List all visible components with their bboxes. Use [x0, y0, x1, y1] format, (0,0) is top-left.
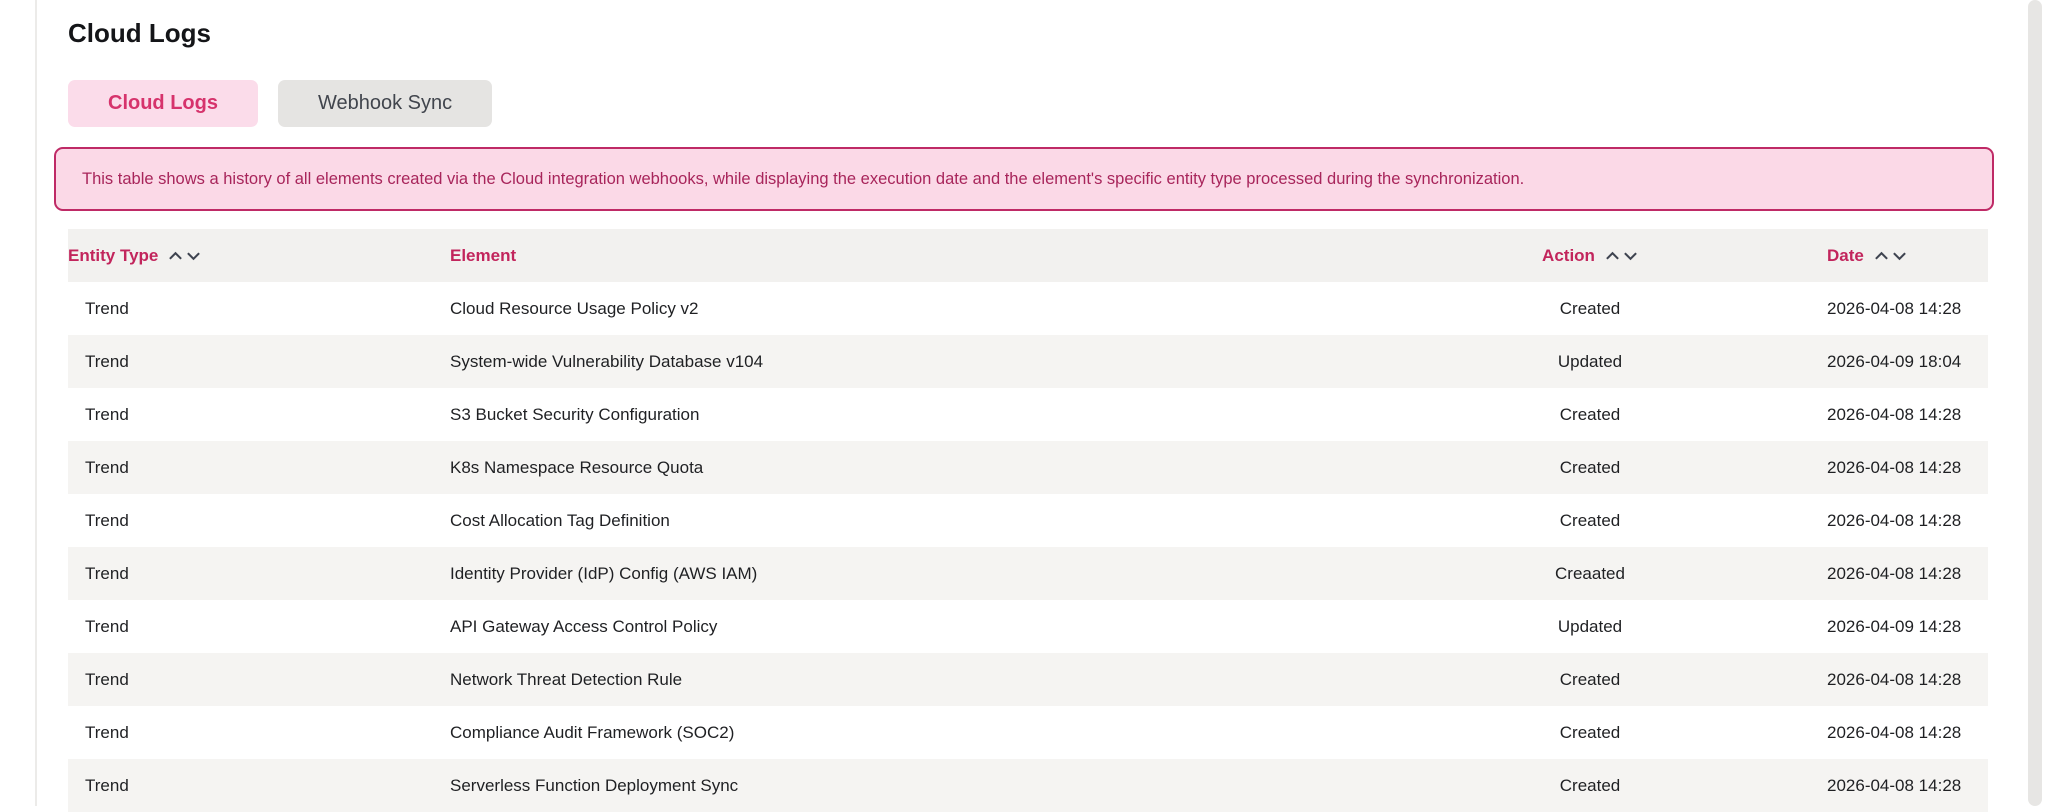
main-content: Cloud Logs Cloud Logs Webhook Sync This …: [54, 0, 1994, 812]
chevron-up-icon: [1874, 251, 1889, 261]
column-header-element-label: Element: [450, 245, 517, 265]
column-header-element: Element: [450, 229, 1450, 282]
cell-element: Cost Allocation Tag Definition: [450, 510, 670, 530]
cell-date: 2026-04-08 14:28: [1827, 563, 1962, 583]
cell-element: Identity Provider (IdP) Config (AWS IAM): [450, 563, 758, 583]
table-row: Trend Compliance Audit Framework (SOC2) …: [68, 706, 1988, 759]
page-title: Cloud Logs: [68, 18, 211, 48]
cloud-logs-table: Entity Type Element Action: [68, 229, 1988, 812]
cell-element: Compliance Audit Framework (SOC2): [450, 722, 735, 742]
tab-cloud-logs[interactable]: Cloud Logs: [68, 80, 258, 127]
cell-element: S3 Bucket Security Configuration: [450, 404, 700, 424]
cell-date: 2026-04-08 14:28: [1827, 457, 1962, 477]
cell-date: 2026-04-08 14:28: [1827, 669, 1962, 689]
table-row: Trend API Gateway Access Control Policy …: [68, 600, 1988, 653]
cell-action: Created: [1559, 722, 1621, 742]
cell-action: Created: [1559, 298, 1621, 318]
cell-element: Serverless Function Deployment Sync: [450, 775, 739, 795]
tab-webhook-sync[interactable]: Webhook Sync: [277, 80, 493, 127]
chevron-up-icon: [1605, 251, 1620, 261]
column-header-action-label: Action: [1542, 245, 1595, 265]
table-row: Trend S3 Bucket Security Configuration C…: [68, 388, 1988, 441]
cell-date: 2026-04-09 14:28: [1827, 616, 1962, 636]
sort-icons: [1605, 251, 1638, 261]
cell-action: Created: [1559, 510, 1621, 530]
cell-date: 2026-04-09 18:04: [1827, 351, 1962, 371]
table-body: Trend Cloud Resource Usage Policy v2 Cre…: [68, 282, 1988, 812]
cell-entity-type: Trend: [85, 775, 129, 795]
column-header-entity-type-label: Entity Type: [68, 245, 159, 265]
cell-action: Created: [1559, 404, 1621, 424]
cell-element: API Gateway Access Control Policy: [450, 616, 718, 636]
cell-action: Updated: [1557, 616, 1623, 636]
cell-date: 2026-04-08 14:28: [1827, 298, 1962, 318]
cell-entity-type: Trend: [85, 404, 129, 424]
column-header-action[interactable]: Action: [1450, 229, 1730, 282]
cell-entity-type: Trend: [85, 298, 129, 318]
cell-entity-type: Trend: [85, 669, 129, 689]
cell-entity-type: Trend: [85, 457, 129, 477]
info-banner-text: This table shows a history of all elemen…: [82, 169, 1525, 188]
cell-entity-type: Trend: [85, 722, 129, 742]
cell-action: Created: [1559, 669, 1621, 689]
cell-action: Updated: [1557, 351, 1623, 371]
cell-date: 2026-04-08 14:28: [1827, 775, 1962, 795]
column-header-date[interactable]: Date: [1730, 229, 1988, 282]
vertical-scrollbar-thumb[interactable]: [2028, 0, 2042, 806]
cell-entity-type: Trend: [85, 563, 129, 583]
sort-icons: [1874, 251, 1907, 261]
cell-element: Cloud Resource Usage Policy v2: [450, 298, 699, 318]
table-row: Trend System-wide Vulnerability Database…: [68, 335, 1988, 388]
cell-entity-type: Trend: [85, 351, 129, 371]
cell-entity-type: Trend: [85, 616, 129, 636]
table-row: Trend Serverless Function Deployment Syn…: [68, 759, 1988, 812]
vertical-scrollbar-track: [2026, 0, 2048, 806]
cell-element: Network Threat Detection Rule: [450, 669, 683, 689]
cell-action: Created: [1559, 775, 1621, 795]
table-header-row: Entity Type Element Action: [68, 229, 1988, 282]
cell-entity-type: Trend: [85, 510, 129, 530]
chevron-down-icon: [1623, 251, 1638, 261]
sort-icons: [168, 251, 201, 261]
table-row: Trend Network Threat Detection Rule Crea…: [68, 653, 1988, 706]
cell-date: 2026-04-08 14:28: [1827, 722, 1962, 742]
tab-bar: Cloud Logs Webhook Sync: [68, 80, 1994, 127]
cell-element: System-wide Vulnerability Database v104: [450, 351, 764, 371]
cell-date: 2026-04-08 14:28: [1827, 404, 1962, 424]
cell-date: 2026-04-08 14:28: [1827, 510, 1962, 530]
chevron-down-icon: [186, 251, 201, 261]
info-banner: This table shows a history of all elemen…: [54, 147, 1994, 211]
cell-action: Creaated: [1555, 563, 1625, 583]
sidebar-edge-divider: [35, 0, 37, 806]
table-row: Trend K8s Namespace Resource Quota Creat…: [68, 441, 1988, 494]
column-header-date-label: Date: [1827, 245, 1864, 265]
chevron-up-icon: [168, 251, 183, 261]
column-header-entity-type[interactable]: Entity Type: [68, 229, 450, 282]
table-row: Trend Cloud Resource Usage Policy v2 Cre…: [68, 282, 1988, 335]
chevron-down-icon: [1892, 251, 1907, 261]
table-row: Trend Identity Provider (IdP) Config (AW…: [68, 547, 1988, 600]
cell-action: Created: [1559, 457, 1621, 477]
table-row: Trend Cost Allocation Tag Definition Cre…: [68, 494, 1988, 547]
cell-element: K8s Namespace Resource Quota: [450, 457, 704, 477]
